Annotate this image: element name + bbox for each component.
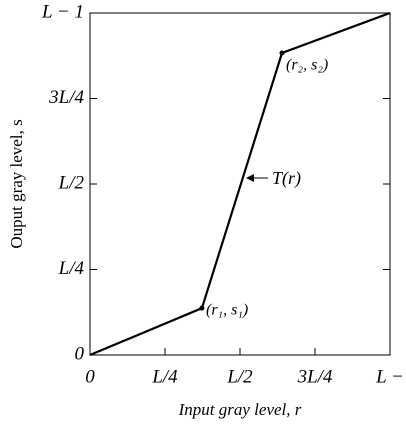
y-tick-label: L/2 <box>58 172 85 193</box>
control-point <box>199 305 205 311</box>
x-tick-label: L/2 <box>226 366 253 387</box>
y-axis-label: Ouput gray level, s <box>7 119 26 248</box>
annotation: T(r) <box>272 168 301 189</box>
x-tick-label: 0 <box>85 366 95 387</box>
transform-line <box>89 11 391 357</box>
y-tick-label: L − 1 <box>41 1 84 22</box>
annotation: (r₁, s₁) <box>206 302 248 319</box>
annotation: (r₂, s₂) <box>286 57 328 74</box>
y-tick-label: L/4 <box>58 258 85 279</box>
y-tick-label: 0 <box>75 343 85 364</box>
x-axis-label: Input gray level, r <box>178 400 302 419</box>
y-tick-label: 3L/4 <box>48 87 84 108</box>
x-tick-label: 3L/4 <box>297 366 333 387</box>
annotation-arrowhead <box>246 174 254 182</box>
control-point <box>279 50 285 56</box>
x-tick-label: L/4 <box>151 366 178 387</box>
x-tick-label: L − <box>375 366 404 387</box>
